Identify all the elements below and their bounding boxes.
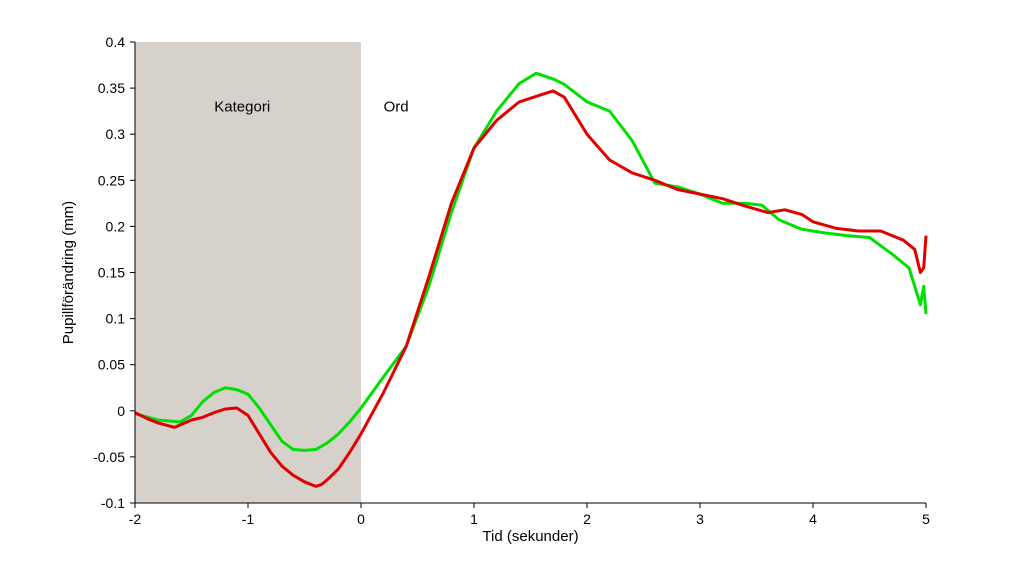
x-tick-label: 5 <box>922 511 930 527</box>
x-tick-label: -2 <box>129 511 142 527</box>
x-axis-label: Tid (sekunder) <box>482 528 578 545</box>
y-tick-label: 0.25 <box>98 172 125 188</box>
x-tick-label: 1 <box>470 511 478 527</box>
series-line-0 <box>134 71 928 452</box>
x-tick-label: 0 <box>357 511 365 527</box>
axes: -2 -1 0 1 2 3 4 5 -0.1 -0.05 0 0.05 0.1 0.15 0.2 0.25 0.… <box>93 34 930 527</box>
y-tick-label: -0.1 <box>101 495 125 511</box>
y-tick-label: 0.2 <box>106 218 126 234</box>
series-line-1 <box>134 89 928 488</box>
x-tick-label: -1 <box>242 511 255 527</box>
x-tick-label: 3 <box>696 511 704 527</box>
y-tick-label: 0.4 <box>106 34 126 50</box>
y-tick-label: 0.15 <box>98 265 125 281</box>
x-tick-label: 4 <box>809 511 817 527</box>
y-tick-label: 0.3 <box>106 126 126 142</box>
x-tick-label: 2 <box>583 511 591 527</box>
y-axis-label: Pupillförändring (mm) <box>60 201 77 344</box>
y-tick-label: -0.05 <box>93 449 125 465</box>
y-tick-label: 0.05 <box>98 357 125 373</box>
y-tick-label: 0.1 <box>106 311 126 327</box>
y-tick-label: 0.35 <box>98 80 125 96</box>
y-tick-label: 0 <box>117 403 125 419</box>
annotation-ord: Ord <box>384 99 409 116</box>
annotation-kategori: Kategori <box>214 99 270 116</box>
series-layer <box>134 71 928 488</box>
